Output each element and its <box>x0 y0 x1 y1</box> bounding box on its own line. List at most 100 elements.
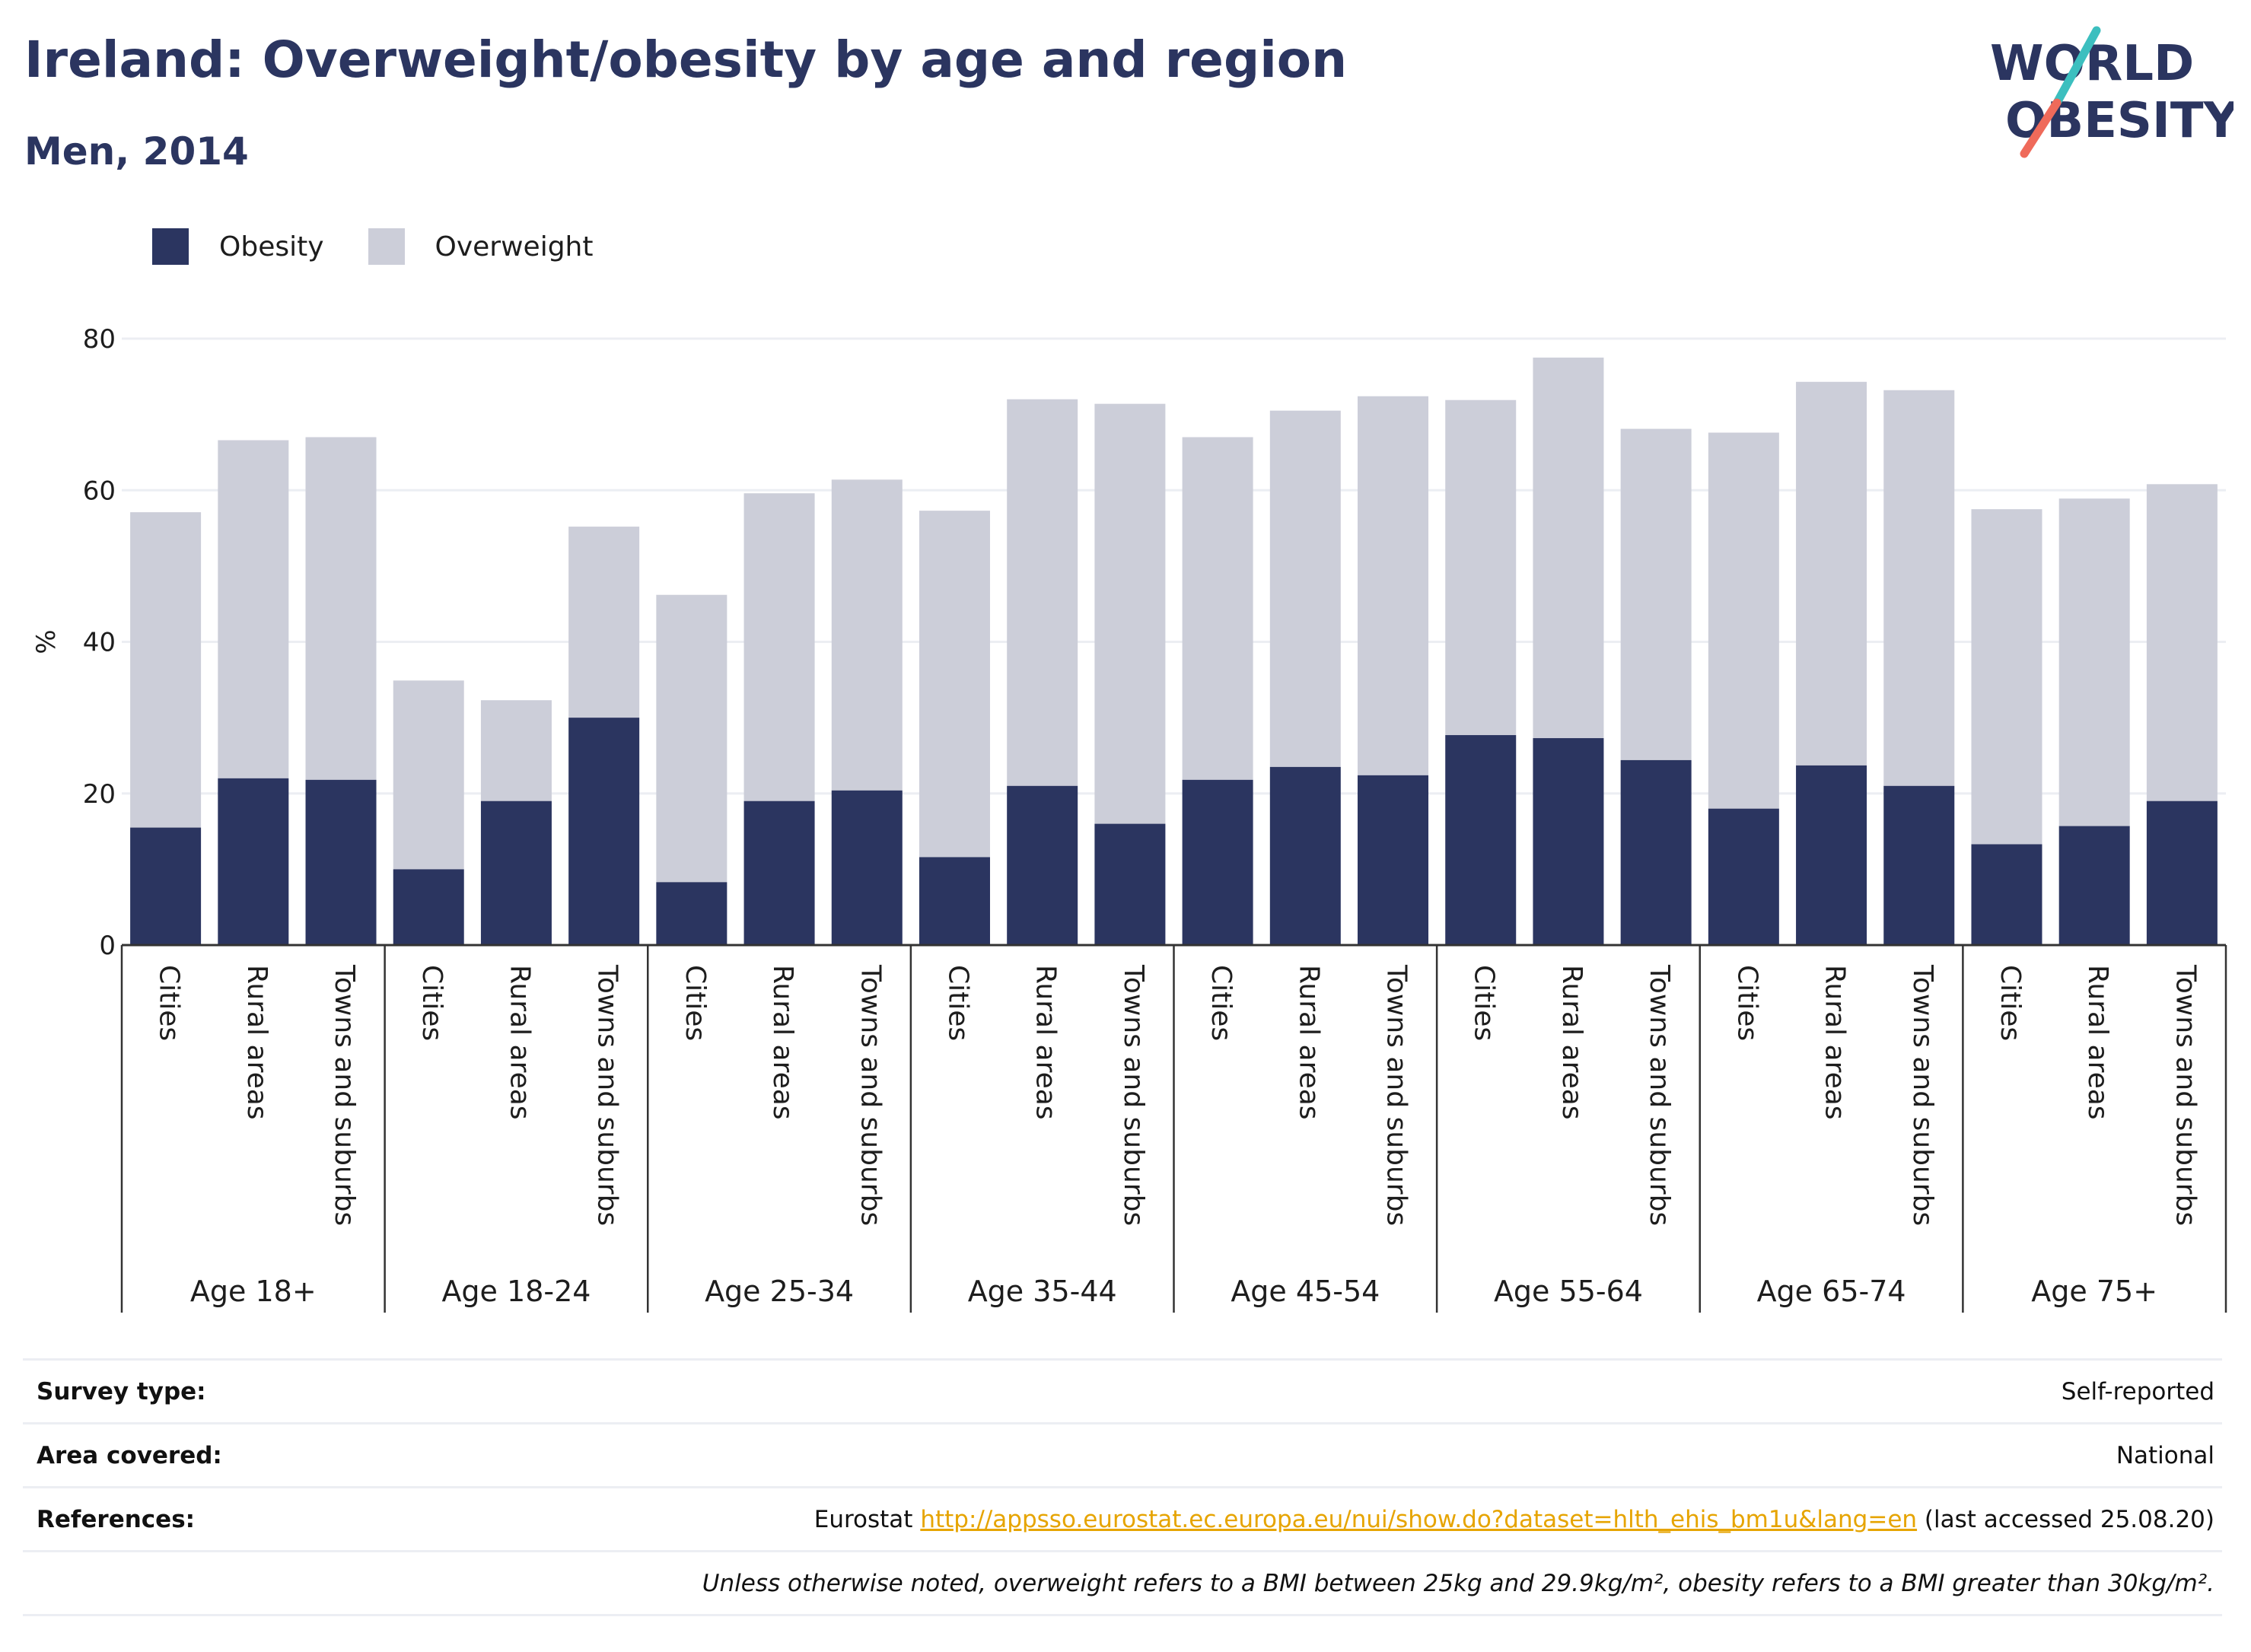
x-tick-label: Cities <box>1205 965 1237 1041</box>
bar-overweight <box>305 437 377 780</box>
bar-overweight <box>1358 396 1429 775</box>
info-row-note: Unless otherwise noted, overweight refer… <box>23 1550 2222 1616</box>
bar-obesity <box>393 869 464 945</box>
bar-obesity <box>130 827 202 945</box>
legend-swatch-obesity <box>152 228 189 265</box>
bar-overweight <box>1708 432 1779 809</box>
bar-overweight <box>480 700 552 801</box>
bar-overweight <box>1883 390 1955 786</box>
info-row-survey-type: Survey type: Self-reported <box>23 1358 2222 1422</box>
legend-label-overweight: Overweight <box>435 231 594 263</box>
x-tick-label: Cities <box>680 965 711 1041</box>
group-label: Age 45-54 <box>1231 1275 1380 1308</box>
survey-type-label: Survey type: <box>37 1377 206 1405</box>
info-row-area-covered: Area covered: National <box>23 1422 2222 1486</box>
group-label: Age 35-44 <box>968 1275 1117 1308</box>
bar-obesity <box>2146 801 2218 945</box>
legend-swatch-overweight <box>368 228 405 265</box>
bar-overweight <box>218 440 289 778</box>
bar-obesity <box>1269 766 1341 945</box>
bar-overweight <box>1269 410 1341 767</box>
group-label: Age 55-64 <box>1494 1275 1643 1308</box>
bmi-note: Unless otherwise noted, overweight refer… <box>702 1569 2214 1597</box>
area-covered-value: National <box>2116 1441 2214 1469</box>
bar-overweight <box>743 493 815 801</box>
x-tick-label: Towns and suburbs <box>2170 964 2201 1226</box>
x-tick-label: Rural areas <box>767 965 798 1120</box>
references-link[interactable]: http://appsso.eurostat.ec.europa.eu/nui/… <box>920 1505 1918 1533</box>
group-label: Age 75+ <box>2031 1275 2157 1308</box>
x-tick-label: Cities <box>416 965 447 1041</box>
references-prefix: Eurostat <box>813 1505 913 1533</box>
bar-obesity <box>1445 735 1517 945</box>
info-table: Survey type: Self-reported Area covered:… <box>23 1358 2222 1616</box>
bar-obesity <box>831 790 903 945</box>
group-label: Age 25-34 <box>705 1275 854 1308</box>
bar-obesity <box>218 778 289 945</box>
y-tick-label: 60 <box>83 476 116 506</box>
bar-obesity <box>2058 826 2130 945</box>
x-tick-label: Rural areas <box>1030 965 1062 1120</box>
x-tick-label: Cities <box>1731 965 1762 1041</box>
bar-obesity <box>1883 785 1955 945</box>
legend-item-obesity[interactable]: Obesity <box>152 228 324 265</box>
bar-obesity <box>1971 844 2042 945</box>
bar-overweight <box>2146 484 2218 801</box>
logo-slash-coral <box>2020 98 2062 158</box>
y-tick-label: 0 <box>99 931 116 961</box>
y-tick-label: 20 <box>83 779 116 810</box>
references-value: Eurostat http://appsso.eurostat.ec.europ… <box>814 1506 2222 1533</box>
bar-obesity <box>1094 823 1166 945</box>
x-tick-label: Towns and suburbs <box>1118 964 1149 1226</box>
x-tick-label: Cities <box>1995 965 2026 1041</box>
bar-overweight <box>1796 381 1867 766</box>
chart-subtitle: Men, 2014 <box>24 129 249 173</box>
bar-chart: 0 20 40 60 80% Cities Rural areas Towns and sub… <box>31 324 2227 1313</box>
y-tick-label: 80 <box>83 324 116 355</box>
x-tick-label: Cities <box>1469 965 1500 1041</box>
x-tick-label: Towns and suburbs <box>1381 964 1412 1226</box>
chart-title: Ireland: Overweight/obesity by age and r… <box>24 30 1348 89</box>
bar-obesity <box>568 718 640 945</box>
logo-slash-teal <box>2052 26 2101 107</box>
bar-overweight <box>1182 437 1253 780</box>
bar-overweight <box>656 594 728 883</box>
x-tick-label: Rural areas <box>1820 965 1851 1120</box>
x-tick-label: Towns and suburbs <box>1907 964 1938 1226</box>
group-label: Age 65-74 <box>1757 1275 1906 1308</box>
bar-overweight <box>1094 403 1166 824</box>
legend-label-obesity: Obesity <box>219 231 324 263</box>
bar-overweight <box>1445 399 1517 736</box>
bar-overweight <box>2058 498 2130 826</box>
bar-overweight <box>1007 399 1078 786</box>
bar-obesity <box>919 857 990 945</box>
bar-overweight <box>130 512 202 828</box>
x-tick-label: Rural areas <box>241 965 272 1120</box>
group-label: Age 18-24 <box>441 1275 591 1308</box>
x-tick-label: Rural areas <box>1293 965 1324 1120</box>
bar-overweight <box>919 511 990 858</box>
x-tick-label: Towns and suburbs <box>855 964 886 1226</box>
chart-legend: Obesity Overweight <box>152 225 637 268</box>
bar-obesity <box>1182 779 1253 945</box>
bar-obesity <box>480 801 552 945</box>
bar-obesity <box>656 882 728 945</box>
bar-obesity <box>743 801 815 945</box>
bar-obesity <box>1796 765 1867 945</box>
bar-obesity <box>1533 738 1604 945</box>
bar-obesity <box>1358 775 1429 945</box>
x-tick-label: Rural areas <box>1556 965 1587 1120</box>
bar-overweight <box>1620 428 1692 760</box>
legend-item-overweight[interactable]: Overweight <box>368 228 594 265</box>
survey-type-value: Self-reported <box>2061 1377 2214 1405</box>
x-tick-label: Rural areas <box>2082 965 2113 1120</box>
bar-obesity <box>1708 808 1779 945</box>
x-tick-label: Cities <box>942 965 973 1041</box>
bar-obesity <box>1007 785 1078 945</box>
x-tick-label: Towns and suburbs <box>592 964 623 1226</box>
x-tick-label: Towns and suburbs <box>329 964 360 1226</box>
y-axis-label: % <box>31 629 62 654</box>
bar-overweight <box>1971 509 2042 845</box>
world-obesity-logo: WORLD OBESITY <box>1990 26 2233 158</box>
references-label: References: <box>37 1505 196 1533</box>
